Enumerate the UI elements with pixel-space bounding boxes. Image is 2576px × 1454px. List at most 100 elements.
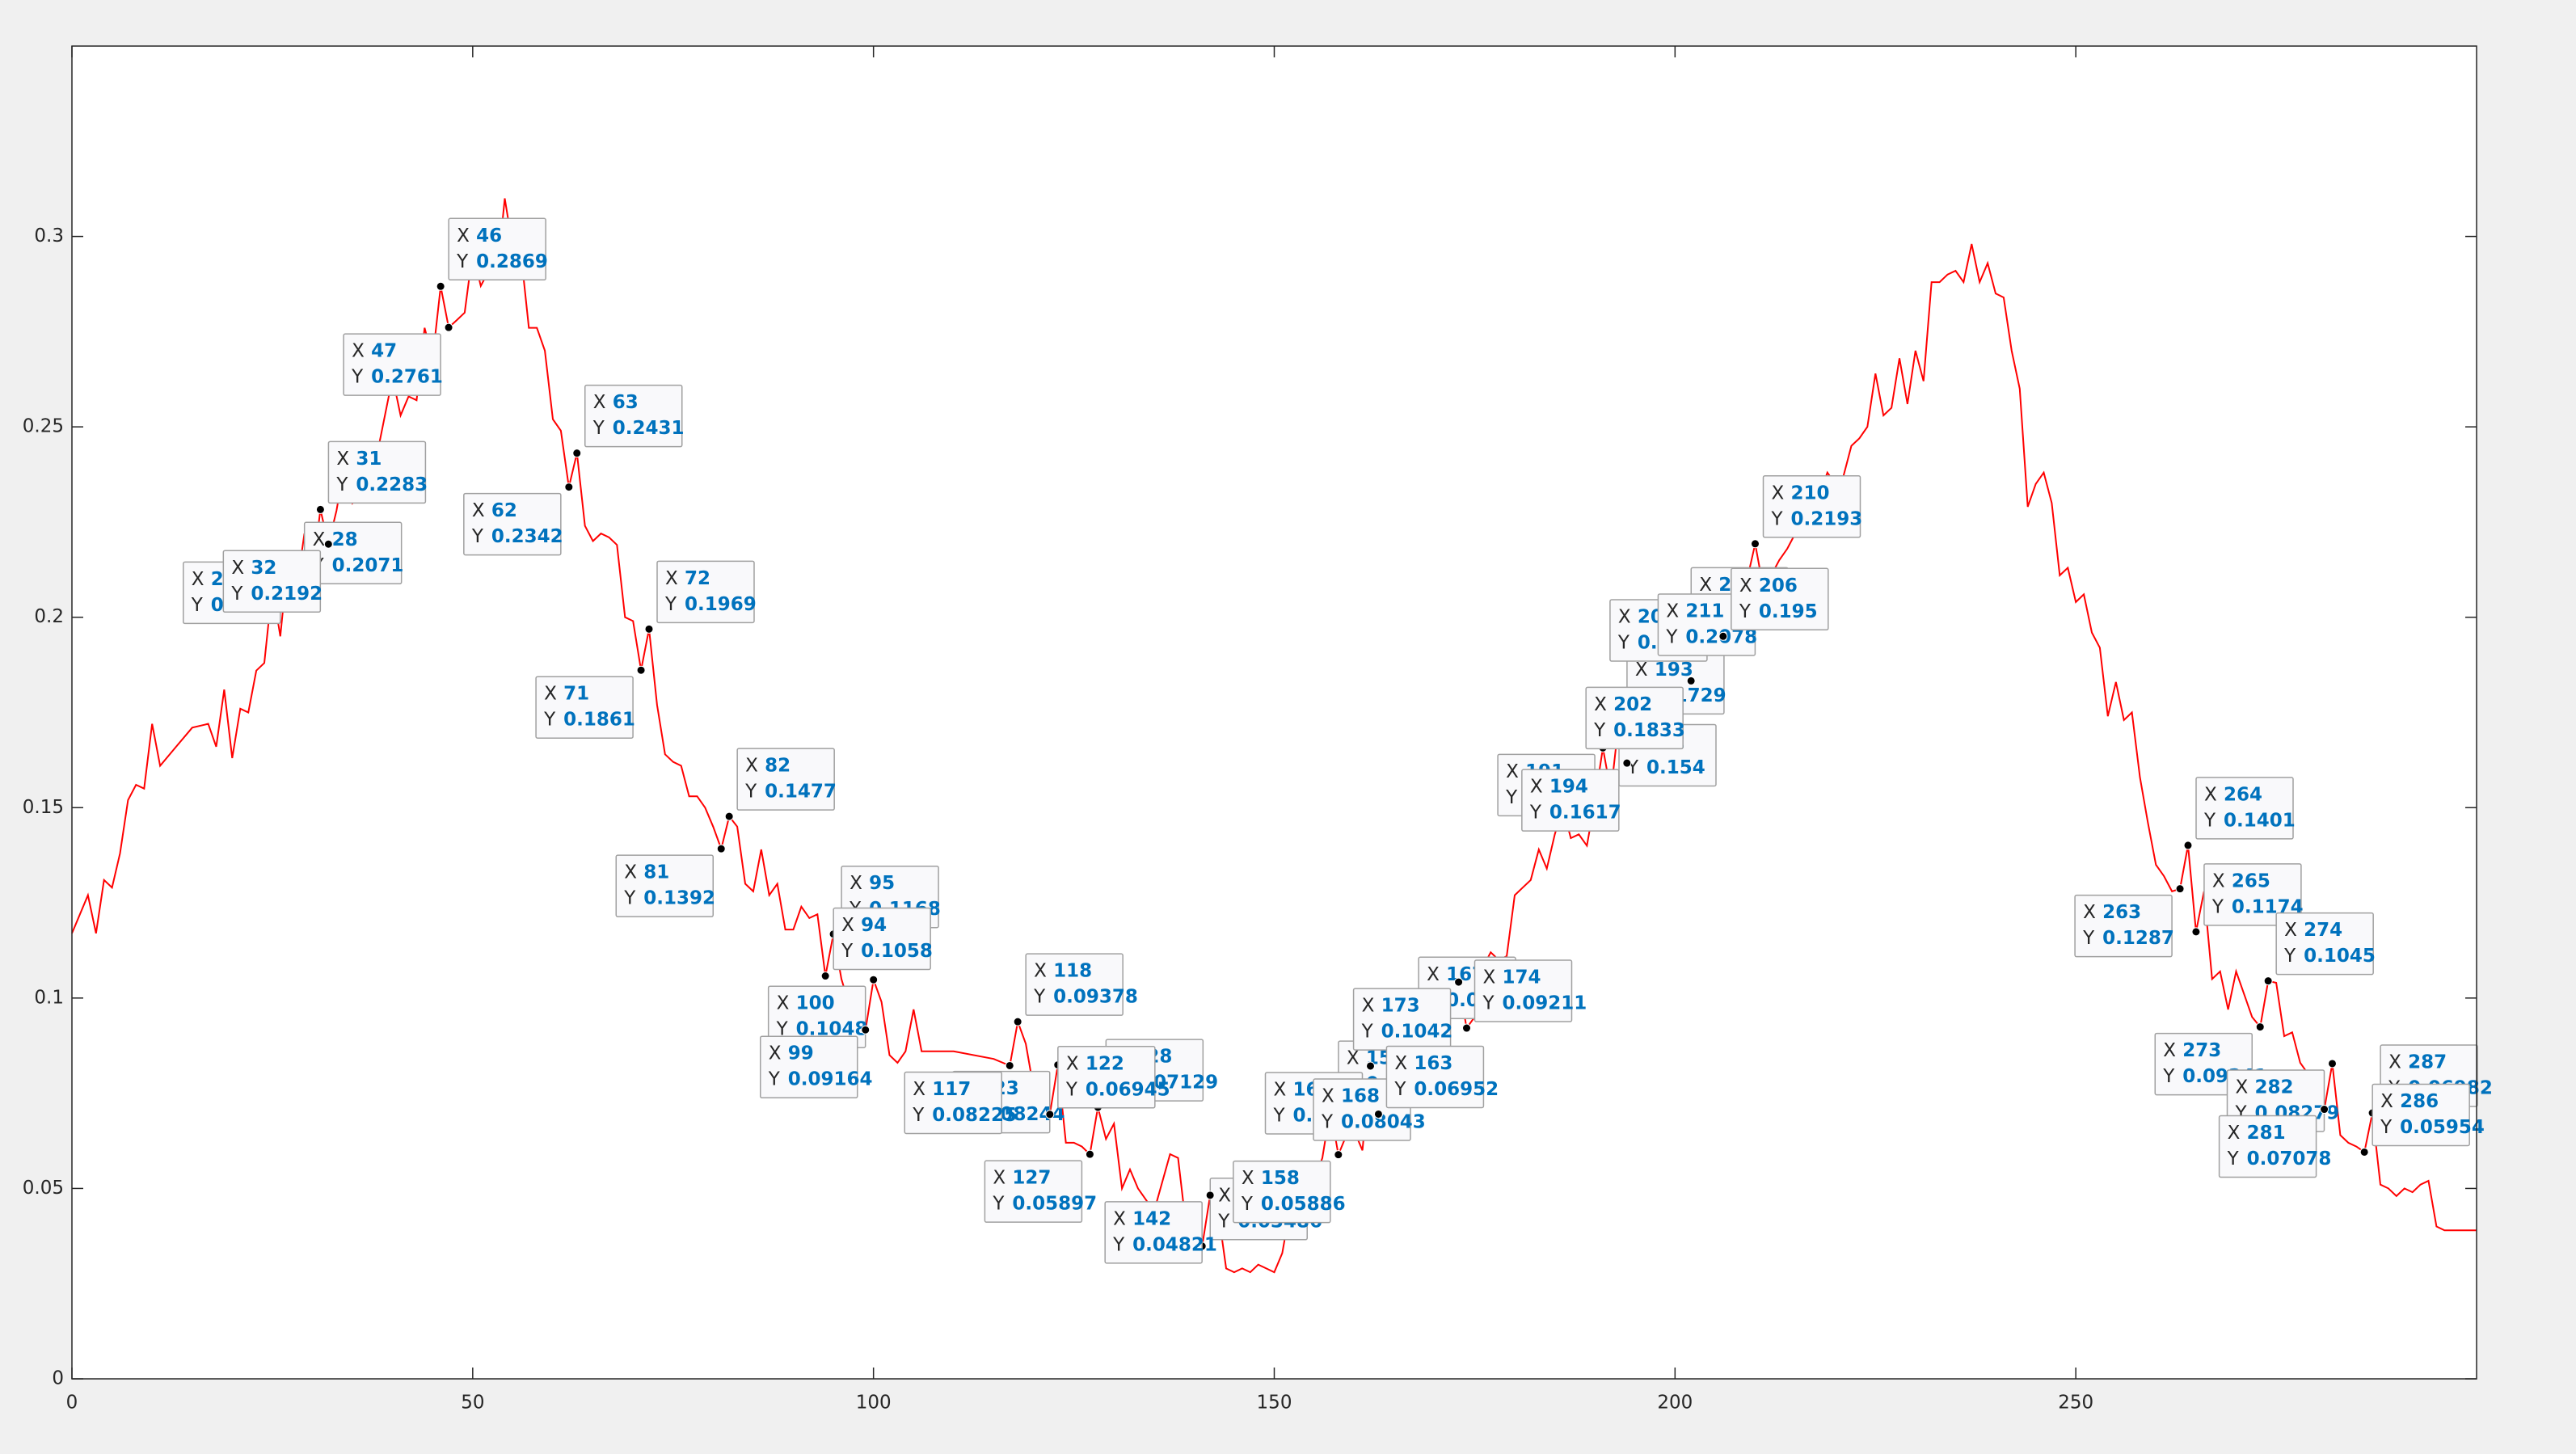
data-tip-x-value: 158: [1261, 1168, 1300, 1189]
data-tip-x-label: X: [913, 1079, 925, 1100]
data-tip-y-value: 0.1477: [765, 782, 837, 803]
data-tip-y-label: Y: [623, 888, 636, 909]
data-tip-x-label: X: [2083, 902, 2096, 923]
data-tip: X 117 Y 0.08225: [904, 1060, 1017, 1135]
data-tip-box: [2195, 777, 2294, 840]
data-tip-marker: [1334, 1150, 1343, 1160]
data-tip-marker: [1205, 1191, 1215, 1200]
data-tip-x-value: 194: [1549, 777, 1588, 798]
data-tip-x-value: 81: [643, 862, 669, 883]
data-tip-box: [984, 1160, 1083, 1223]
data-tip-x-value: 282: [2255, 1077, 2294, 1098]
data-tip-y-value: 0.05886: [1261, 1194, 1346, 1215]
data-tip-x-value: 163: [1414, 1053, 1452, 1074]
data-tip-box: [1385, 1045, 1485, 1109]
data-tip: X 71 Y 0.1861: [535, 665, 646, 739]
data-tip-marker: [315, 504, 325, 514]
y-tick-label: 0.2: [34, 606, 64, 627]
data-tip-x-label: X: [1635, 660, 1648, 681]
data-tip-y-value: 0.09378: [1053, 987, 1138, 1008]
y-tick-label: 0: [52, 1368, 64, 1389]
data-tip-y-value: 0.2869: [476, 251, 548, 272]
data-tip-y-label: Y: [2203, 810, 2216, 831]
data-tip-box: [1731, 567, 1829, 631]
data-tip-x-value: 210: [1791, 483, 1830, 504]
data-tip-y-value: 0.08043: [1341, 1112, 1426, 1133]
data-tip-x-label: X: [593, 392, 606, 413]
data-tip-x-label: X: [993, 1168, 1006, 1189]
data-tip-box: [584, 384, 683, 448]
data-tip-y-label: Y: [841, 941, 854, 962]
data-tip-marker: [2183, 841, 2193, 850]
data-tip-x-value: 273: [2182, 1040, 2221, 1061]
data-tip-y-label: Y: [1617, 633, 1630, 654]
data-tip-x-value: 47: [371, 341, 397, 362]
data-tip-x-value: 117: [932, 1079, 971, 1100]
data-tip-y-label: Y: [456, 251, 469, 272]
data-tip-marker: [2255, 1022, 2265, 1032]
data-tip-box: [1025, 953, 1124, 1016]
data-tip-y-value: 0.1045: [2304, 946, 2376, 967]
data-tip-x-label: X: [313, 529, 326, 550]
data-tip: X 94 Y 0.1058: [820, 907, 933, 981]
data-tip-box: [2275, 912, 2374, 976]
data-tip-marker: [1751, 539, 1760, 549]
data-tip-y-value: 0.05897: [1012, 1194, 1097, 1215]
data-tip-x-label: X: [1242, 1168, 1254, 1189]
data-tip-x-label: X: [769, 1043, 782, 1064]
y-tick-label: 0.25: [23, 416, 64, 437]
data-tip-marker: [869, 975, 879, 984]
data-tip-y-value: 0.07078: [2247, 1148, 2332, 1170]
data-tip-y-label: Y: [1112, 1234, 1125, 1255]
x-tick-label: 100: [856, 1393, 892, 1414]
data-tip: X 158 Y 0.05886: [1233, 1150, 1346, 1224]
data-tip-x-value: 174: [1503, 967, 1541, 988]
data-tip-y-label: Y: [351, 367, 364, 388]
data-tip-x-label: X: [457, 225, 470, 247]
data-tip-marker: [2191, 927, 2201, 937]
data-tip-x-label: X: [850, 873, 862, 894]
data-tip-y-label: Y: [1529, 803, 1542, 824]
data-tip-box: [1521, 769, 1620, 832]
data-tip-box: [535, 676, 634, 739]
data-tip-x-value: 202: [1613, 694, 1652, 715]
data-tip-y-label: Y: [1241, 1194, 1254, 1215]
data-tip-marker: [861, 1025, 871, 1035]
data-tip-x-label: X: [1594, 694, 1607, 715]
data-tip: X 82 Y 0.1477: [724, 748, 837, 821]
data-tip-y-label: Y: [1739, 601, 1752, 622]
data-tip-marker: [1005, 1060, 1014, 1070]
data-tip-box: [1057, 1046, 1156, 1109]
data-tip-box: [343, 333, 441, 396]
data-tip-x-label: X: [1666, 601, 1679, 622]
data-tip-x-value: 193: [1655, 660, 1693, 681]
data-tip-x-label: X: [745, 756, 758, 777]
data-tip-x-value: 46: [476, 225, 502, 247]
data-tip-box: [833, 907, 931, 971]
data-tip-y-value: 0.04821: [1132, 1234, 1217, 1255]
data-tip: X 264 Y 0.1401: [2183, 777, 2296, 850]
data-tip-y-value: 0.1401: [2224, 810, 2296, 831]
data-tip-marker: [644, 624, 654, 634]
data-tip-marker: [636, 665, 646, 675]
data-tip-x-label: X: [231, 558, 244, 579]
data-tip-y-label: Y: [2082, 928, 2095, 949]
data-tip-x-label: X: [2284, 920, 2297, 941]
y-tick-label: 0.15: [23, 797, 64, 818]
data-tip: X 210 Y 0.2193: [1751, 475, 1862, 549]
data-tip-y-label: Y: [1482, 993, 1495, 1014]
data-tip: X 32 Y 0.2192: [222, 539, 333, 613]
data-tip-x-label: X: [1772, 483, 1785, 504]
data-tip-box: [1585, 686, 1684, 750]
x-tick-label: 250: [2058, 1393, 2093, 1414]
data-tip-x-value: 99: [788, 1043, 814, 1064]
data-tip-y-value: 0.1058: [861, 941, 933, 962]
data-tip-x-label: X: [1113, 1208, 1126, 1229]
data-tip-y-label: Y: [1771, 508, 1784, 529]
data-tip-y-value: 0.09164: [788, 1069, 873, 1090]
data-tip-y-label: Y: [1505, 787, 1518, 808]
data-tip-x-value: 168: [1341, 1086, 1380, 1107]
data-tip-y-value: 0.1287: [2102, 928, 2174, 949]
